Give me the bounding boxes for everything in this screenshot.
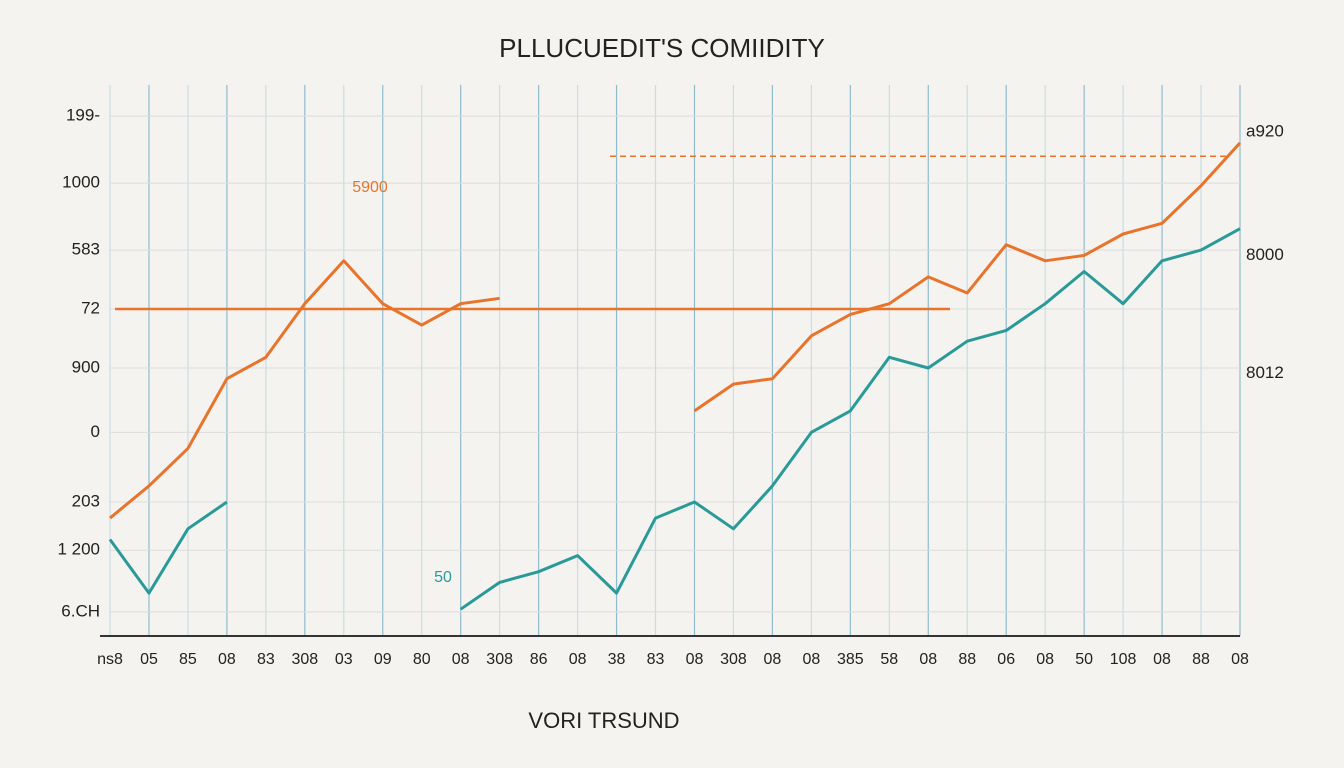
y-tick-label: 203 — [72, 491, 100, 510]
x-tick-label: 08 — [1036, 651, 1054, 668]
x-tick-label: 85 — [179, 651, 197, 668]
x-tick-label: 09 — [374, 651, 392, 668]
x-tick-label: 06 — [997, 651, 1015, 668]
x-tick-label: 385 — [837, 651, 864, 668]
x-tick-label: 08 — [802, 651, 820, 668]
x-tick-label: 03 — [335, 651, 353, 668]
y-tick-label: 72 — [81, 299, 100, 318]
x-tick-label: 308 — [291, 651, 318, 668]
x-tick-label: 08 — [1153, 651, 1171, 668]
series-line — [108, 227, 1241, 611]
x-tick-label: 80 — [413, 651, 431, 668]
x-tick-label: 08 — [764, 651, 782, 668]
x-tick-label: 108 — [1110, 651, 1137, 668]
x-tick-label: 58 — [880, 651, 898, 668]
x-tick-label: 08 — [452, 651, 470, 668]
series-line — [109, 141, 1242, 520]
y-tick-label: 199- — [66, 106, 100, 125]
y-tick-label: 583 — [72, 240, 100, 259]
x-tick-label: 05 — [140, 651, 158, 668]
x-tick-label: 08 — [686, 651, 704, 668]
x-tick-label: 88 — [1192, 651, 1210, 668]
y-tick-label: 1000 — [62, 173, 100, 192]
x-tick-label: 38 — [608, 651, 626, 668]
y2-tick-label: 8000 — [1246, 245, 1284, 264]
x-tick-label: 50 — [1075, 651, 1093, 668]
x-tick-label: 08 — [569, 651, 587, 668]
y-tick-label: 0 — [91, 422, 100, 441]
x-tick-label: 86 — [530, 651, 548, 668]
x-tick-label: 08 — [218, 651, 236, 668]
x-tick-label: 83 — [257, 651, 275, 668]
x-tick-label: 88 — [958, 651, 976, 668]
annotation: 50 — [434, 569, 452, 586]
x-tick-label: ns8 — [97, 651, 123, 668]
y2-tick-label: 8012 — [1246, 363, 1284, 382]
x-tick-label: 08 — [919, 651, 937, 668]
y2-tick-label: a920 — [1246, 122, 1284, 141]
x-axis-label: VORI TRSUND — [528, 708, 679, 733]
y-tick-label: 6.CH — [61, 601, 100, 620]
x-tick-label: 08 — [1231, 651, 1249, 668]
annotation: 5900 — [352, 179, 388, 196]
x-tick-label: 308 — [720, 651, 747, 668]
y-tick-label: 900 — [72, 357, 100, 376]
x-tick-label: 308 — [486, 651, 513, 668]
chart-title: PLLUCUEDIT'S COMIIDITY — [499, 33, 825, 63]
y-tick-label: 1 200 — [57, 540, 100, 559]
x-tick-label: 83 — [647, 651, 665, 668]
